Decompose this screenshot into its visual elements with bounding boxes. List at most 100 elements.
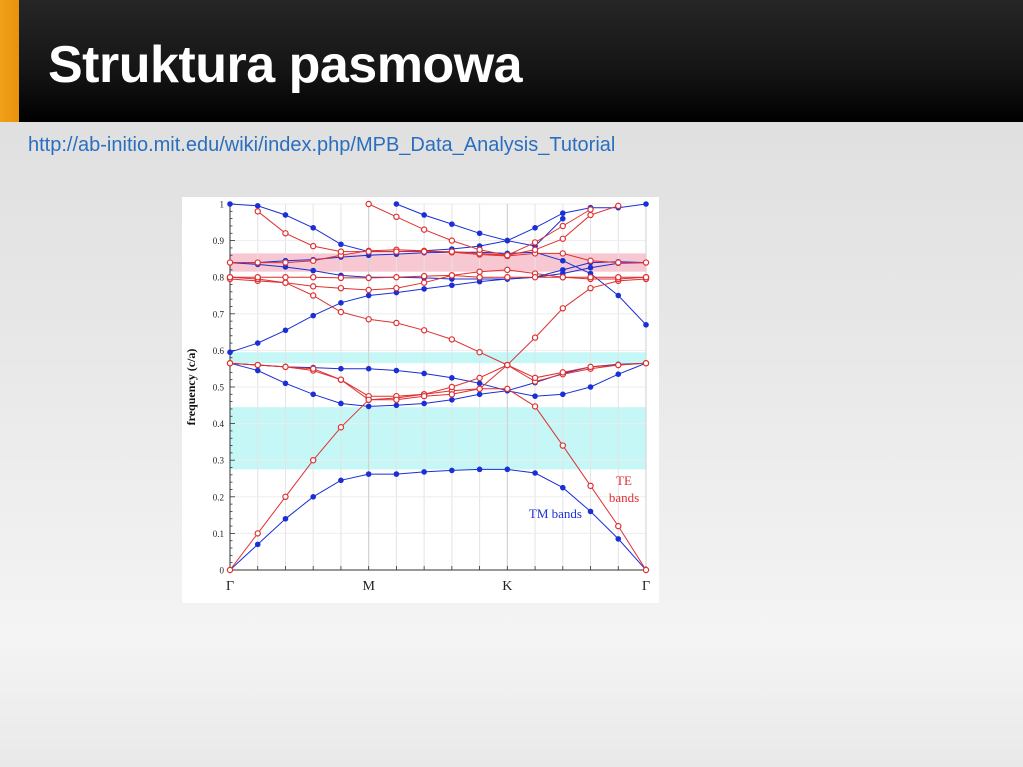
data-point-te — [448, 383, 456, 391]
data-point-te — [365, 274, 372, 282]
y-tick-label: 0.7 — [213, 309, 225, 319]
series-line — [257, 205, 619, 256]
data-point-te — [531, 403, 539, 410]
data-point-te — [476, 273, 483, 281]
series-line — [229, 362, 647, 407]
data-point-te — [559, 442, 566, 449]
chart-svg: 0 0.1 0.2 0.3 0.4 0.5 0.6 0.7 0.8 0.9 1 Γ M K Γfrequen… — [184, 200, 650, 595]
y-tick-label: 0.3 — [213, 456, 225, 466]
x-tick-label: Γ — [226, 579, 234, 594]
gap-bands — [230, 253, 646, 470]
series-te-10 — [226, 275, 650, 404]
data-point-tm — [365, 403, 372, 410]
data-point-te — [420, 327, 428, 334]
data-point-te — [615, 202, 622, 210]
data-point-tm — [615, 292, 622, 299]
data-point-tm — [615, 371, 622, 377]
data-point-te — [531, 374, 539, 382]
series-tm-7 — [393, 201, 566, 249]
series-line — [229, 388, 647, 571]
data-point-tm — [560, 257, 566, 264]
series-te-13 — [226, 272, 650, 282]
data-point-te — [587, 257, 594, 264]
data-point-te — [531, 334, 539, 341]
data-point-te — [504, 266, 511, 274]
data-point-tm — [587, 384, 594, 390]
data-point-te — [282, 273, 289, 281]
data-point-tm — [227, 201, 233, 207]
data-point-te — [226, 273, 234, 281]
data-point-tm — [560, 267, 566, 273]
data-point-tm — [504, 237, 511, 244]
data-point-te — [337, 248, 345, 255]
y-tick-label: 0.8 — [213, 273, 225, 283]
data-point-tm — [338, 241, 344, 248]
data-point-te — [559, 235, 566, 242]
data-point-te — [337, 284, 345, 292]
series-line — [229, 261, 647, 280]
data-point-te — [420, 226, 428, 233]
data-point-te — [254, 273, 261, 281]
data-point-tm — [338, 300, 344, 306]
series-line — [229, 468, 647, 571]
data-point-te — [226, 360, 234, 367]
title-bar: Struktura pasmowa — [0, 0, 1023, 122]
data-point-te — [393, 213, 400, 221]
data-point-te — [282, 259, 289, 266]
data-point-tm — [560, 391, 566, 398]
data-point-tm — [476, 230, 483, 237]
data-point-te — [531, 246, 539, 253]
source-link[interactable]: http://ab-initio.mit.edu/wiki/index.php/… — [28, 134, 616, 156]
data-point-te — [226, 259, 234, 266]
y-tick-label: 0.6 — [213, 346, 225, 356]
data-point-te — [504, 252, 511, 259]
data-point-te — [365, 396, 372, 404]
data-point-te — [476, 374, 483, 382]
data-point-te — [309, 292, 317, 299]
data-point-tm — [365, 471, 372, 477]
data-point-te — [309, 283, 317, 290]
data-point-tm — [254, 367, 261, 374]
legend-tm: TM bands — [529, 506, 582, 521]
data-point-tm — [643, 321, 649, 328]
y-tick-label: 0.4 — [213, 419, 225, 429]
data-point-te — [587, 284, 594, 292]
y-tick-label: 0.9 — [213, 236, 225, 246]
y-tick-label: 0.5 — [213, 383, 225, 393]
series-tm-0 — [227, 466, 649, 573]
data-point-te — [420, 272, 428, 280]
data-point-te — [587, 482, 594, 490]
data-point-tm — [560, 210, 566, 216]
data-point-tm — [615, 536, 622, 542]
data-point-te — [448, 391, 456, 398]
data-point-te — [615, 273, 622, 281]
data-point-tm — [449, 397, 455, 403]
data-point-te — [365, 248, 372, 255]
data-point-tm — [587, 264, 594, 271]
data-point-tm — [449, 375, 455, 381]
x-tick-label: Γ — [642, 579, 650, 594]
band-gap-tm — [230, 407, 646, 470]
data-point-te — [531, 273, 539, 281]
series-line — [229, 278, 647, 401]
data-point-tm — [532, 224, 538, 231]
data-point-tm — [532, 470, 538, 476]
data-point-te — [559, 273, 566, 281]
data-point-tm — [532, 393, 538, 399]
data-point-tm — [421, 212, 427, 218]
data-point-tm — [282, 327, 289, 334]
data-point-te — [587, 273, 594, 281]
data-point-te — [420, 392, 428, 400]
data-point-tm — [449, 282, 455, 289]
y-axis-label: frequency (c/a) — [184, 349, 198, 426]
data-point-tm — [476, 391, 483, 398]
data-point-te — [309, 273, 317, 281]
data-point-te — [365, 316, 372, 323]
legend-te-bands: bands — [609, 490, 639, 505]
data-point-te — [476, 246, 483, 253]
data-point-tm — [254, 203, 261, 209]
legend-te: TE — [616, 473, 632, 488]
legend: TM bands TE bands — [529, 473, 639, 521]
data-point-te — [254, 361, 261, 369]
